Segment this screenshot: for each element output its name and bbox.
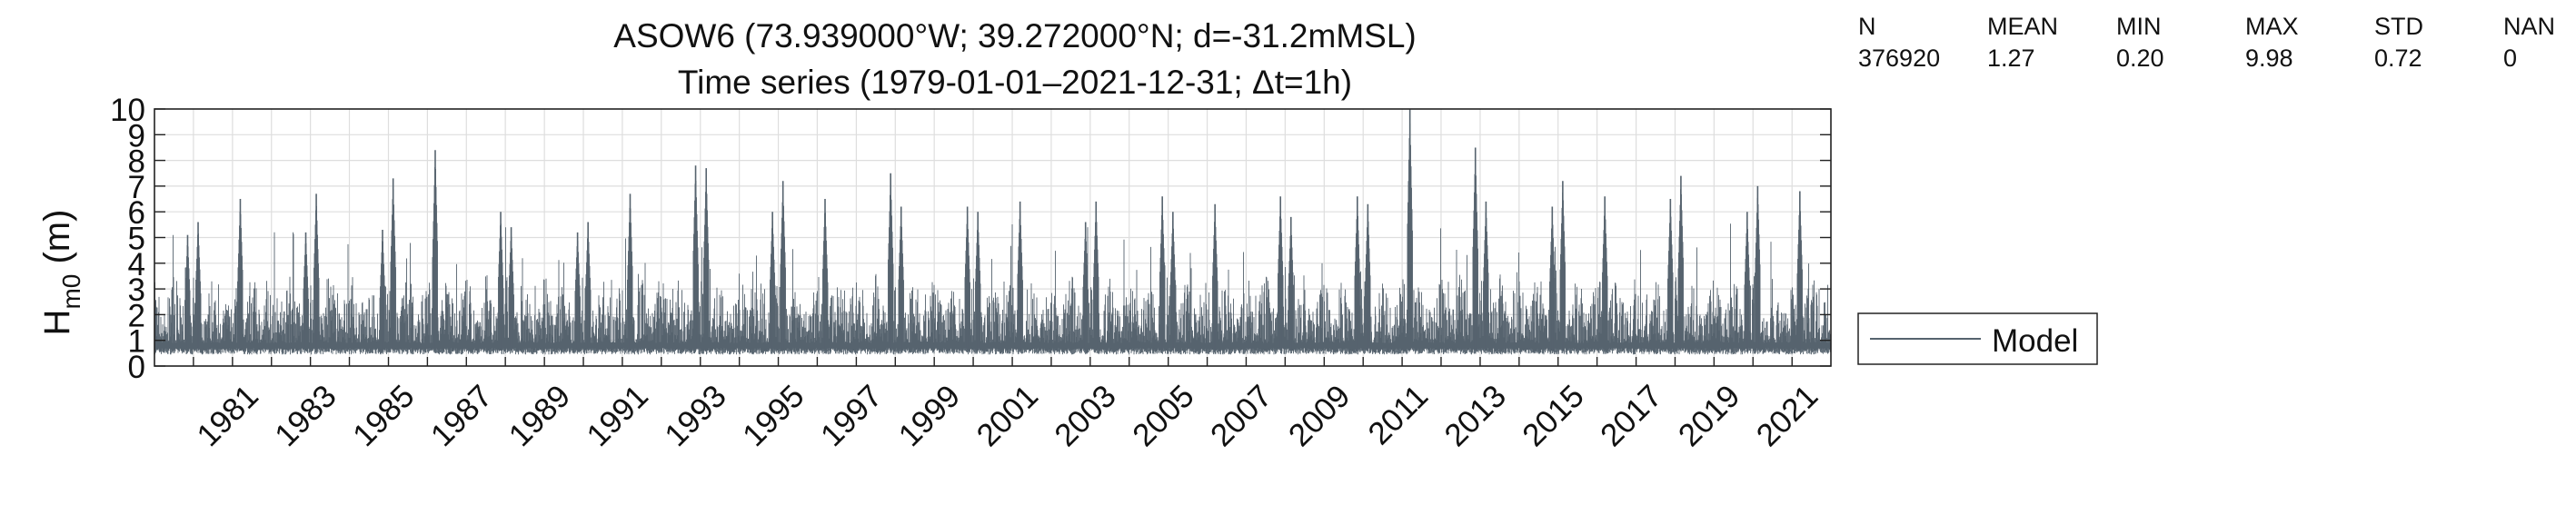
- y-axis-label-subscript: m0: [57, 274, 85, 310]
- series-model: [154, 109, 1831, 355]
- y-tick-label: 7: [128, 170, 145, 205]
- stats-header-n: N: [1858, 13, 1876, 40]
- x-tick-label: 1991: [580, 378, 655, 453]
- y-tick-label: 3: [128, 272, 145, 308]
- chart-title: ASOW6 (73.939000°W; 39.272000°N; d=-31.2…: [613, 17, 1416, 54]
- legend: Model: [1857, 312, 2098, 365]
- x-tick-label: 2021: [1750, 378, 1825, 453]
- y-axis-label-unit: (m): [37, 210, 77, 274]
- stats-value-max: 9.98: [2245, 45, 2293, 72]
- y-tick-label: 5: [128, 222, 145, 257]
- x-axis: 1981 1983 1985 1987 1989 1991 1993 1995 1997 1999…: [190, 357, 1825, 453]
- stats-value-std: 0.72: [2374, 45, 2422, 72]
- y-tick-label: 10: [110, 93, 145, 128]
- x-tick-label: 1997: [814, 378, 890, 453]
- y-tick-label: 9: [128, 118, 145, 154]
- x-tick-label: 2019: [1672, 378, 1747, 453]
- x-tick-label: 1987: [424, 378, 500, 453]
- y-tick-label: 2: [128, 298, 145, 333]
- y-tick-label: 6: [128, 195, 145, 231]
- x-tick-label: 2011: [1361, 378, 1435, 451]
- x-tick-label: 1995: [736, 378, 811, 453]
- x-tick-label: 1999: [892, 378, 968, 453]
- series-model-trace: [154, 116, 1831, 355]
- stats-value-nan: 0: [2503, 45, 2517, 72]
- x-tick-label: 1981: [190, 378, 265, 453]
- stats-header-mean: MEAN: [1987, 13, 2058, 40]
- x-tick-label: 2001: [970, 378, 1045, 453]
- x-tick-label: 1985: [346, 378, 422, 453]
- x-tick-label: 1993: [658, 378, 733, 453]
- stats-header-min: MIN: [2116, 13, 2162, 40]
- stats-header-max: MAX: [2245, 13, 2299, 40]
- y-tick-label: 4: [128, 247, 145, 282]
- stats-value-mean: 1.27: [1987, 45, 2035, 72]
- x-tick-label: 2007: [1204, 378, 1279, 453]
- x-tick-label: 1983: [268, 378, 343, 453]
- x-tick-label: 2009: [1282, 378, 1358, 453]
- stats-table: N 376920 MEAN 1.27 MIN 0.20 MAX 9.98 STD 0.72 NAN 0: [1858, 13, 2555, 72]
- stats-value-n: 376920: [1858, 45, 1940, 72]
- stats-value-min: 0.20: [2116, 45, 2164, 72]
- y-axis-label: Hm0 (m): [37, 210, 85, 336]
- y-tick-label: 1: [128, 324, 145, 360]
- x-tick-label: 2015: [1516, 378, 1591, 453]
- legend-label-model: Model: [1992, 323, 2078, 359]
- y-axis-label-base: H: [37, 310, 77, 336]
- stats-header-nan: NAN: [2503, 13, 2555, 40]
- y-tick-label: 0: [128, 350, 145, 385]
- chart-subtitle: Time series (1979-01-01–2021-12-31; Δt=1…: [678, 64, 1352, 101]
- y-tick-label: 8: [128, 144, 145, 180]
- stats-header-std: STD: [2374, 13, 2423, 40]
- x-tick-label: 2017: [1594, 378, 1669, 453]
- x-tick-label: 2013: [1437, 378, 1513, 453]
- x-tick-label: 2003: [1048, 378, 1123, 453]
- x-tick-label: 2005: [1126, 378, 1201, 453]
- x-tick-label: 1989: [502, 378, 578, 453]
